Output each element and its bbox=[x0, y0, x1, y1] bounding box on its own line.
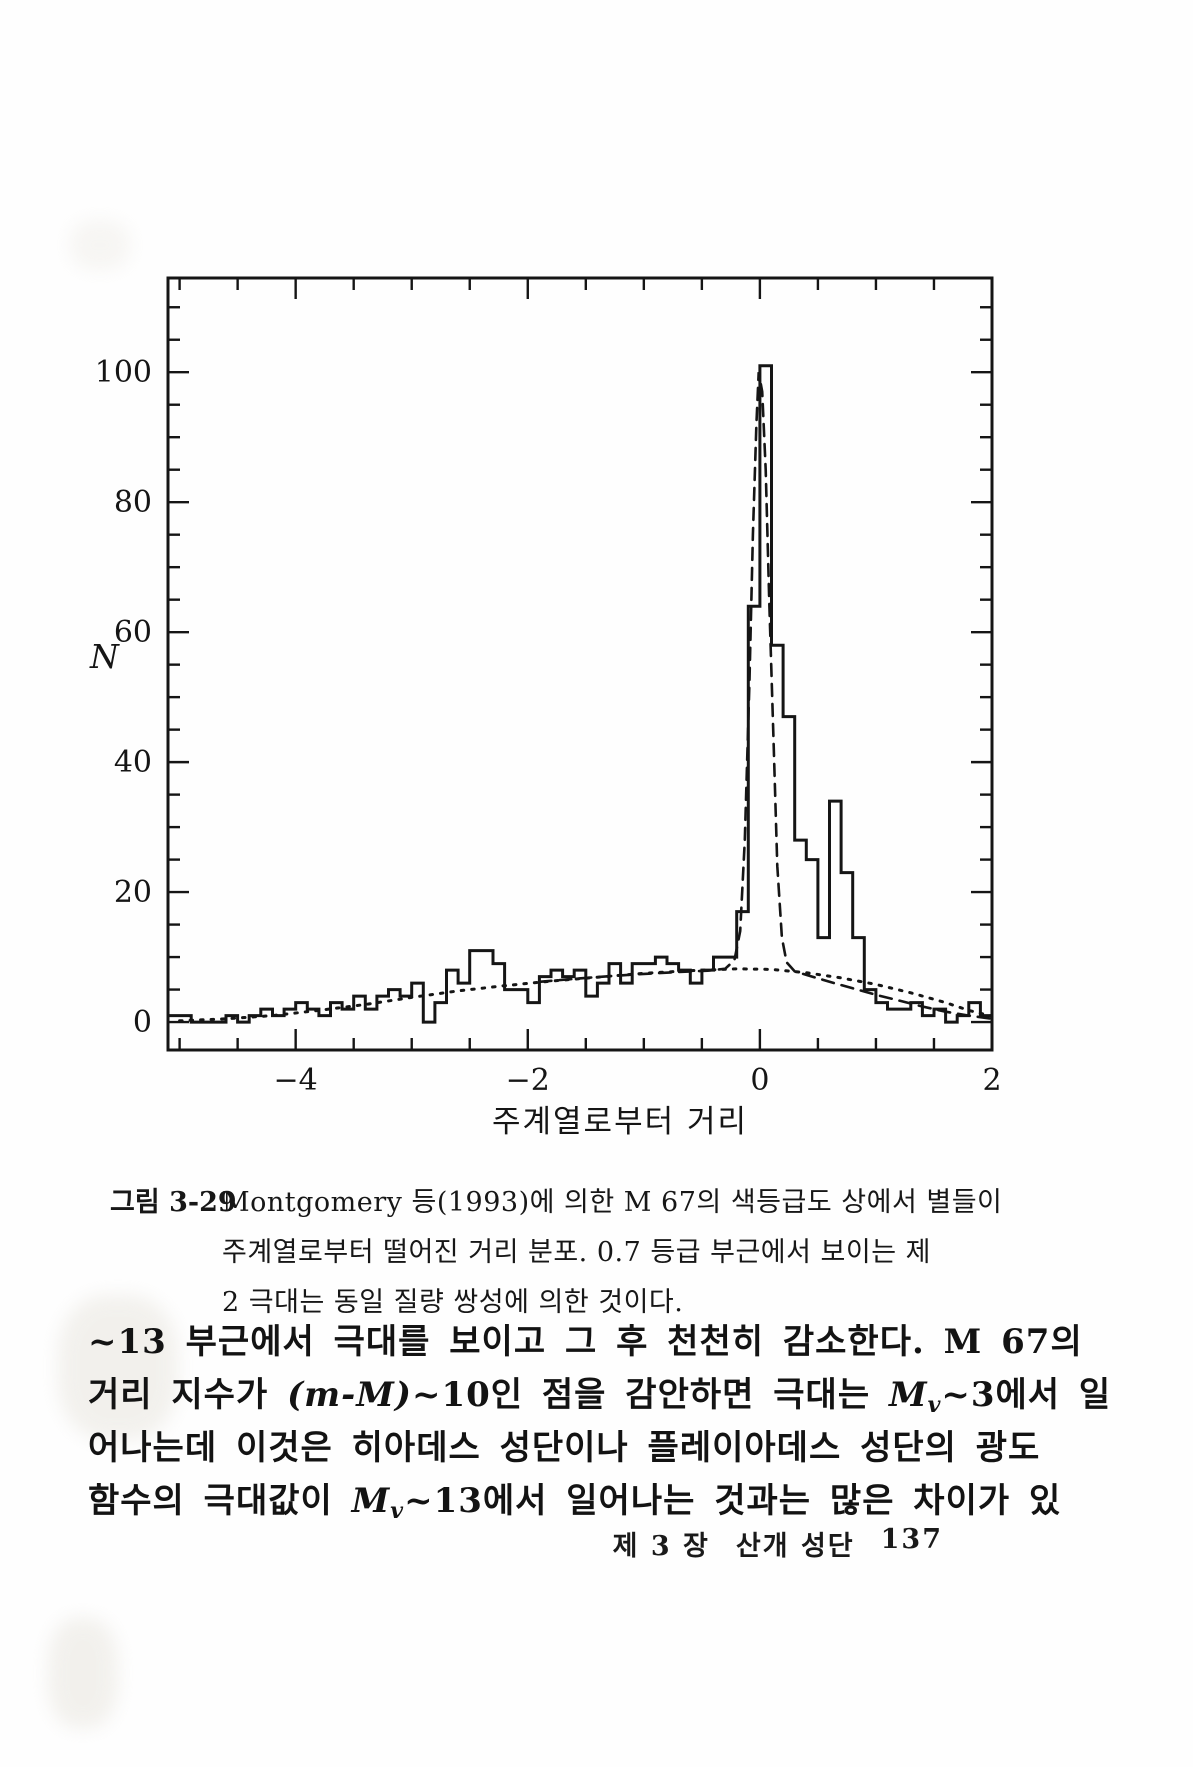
body-text-segment: 함수의 극대값이 bbox=[88, 1481, 352, 1521]
scan-artifact bbox=[70, 220, 130, 270]
y-axis-title: N bbox=[89, 637, 120, 676]
math-subscript: v bbox=[927, 1392, 942, 1418]
body-text-line: 거리 지수가 (m-M)~10인 점을 감안하면 극대는 Mv~3에서 일 bbox=[88, 1367, 1111, 1418]
y-tick-label: 80 bbox=[114, 485, 152, 520]
body-text-segment: ~3에서 일 bbox=[941, 1375, 1112, 1415]
footer-section: 산개 성단 bbox=[735, 1531, 855, 1562]
single-star-background-dotted bbox=[178, 967, 994, 1023]
body-text-line: 어나는데 이것은 히아데스 성단이나 플레이아데스 성단의 광도 bbox=[88, 1428, 1041, 1468]
x-tick-label: −2 bbox=[506, 1063, 550, 1098]
figure-chart: −4 −2 0 2 0 20 40 60 80 100 주계열로부터 거리 N bbox=[60, 250, 1040, 1160]
figure-caption-label: 그림 3-29 bbox=[110, 1187, 237, 1218]
scan-artifact bbox=[58, 1295, 178, 1440]
x-tick-labels: −4 −2 0 2 bbox=[274, 1063, 1002, 1098]
x-axis-title: 주계열로부터 거리 bbox=[492, 1104, 748, 1140]
y-tick-label: 100 bbox=[95, 355, 152, 390]
body-text-segment: ~13에서 일어나는 것과는 많은 차이가 있 bbox=[404, 1481, 1062, 1521]
figure-caption-line: Montgomery 등(1993)에 의한 M 67의 색등급도 상에서 별들… bbox=[222, 1187, 1003, 1218]
footer-page-number: 137 bbox=[880, 1524, 943, 1555]
y-tick-label: 40 bbox=[114, 745, 152, 780]
x-tick-label: 0 bbox=[750, 1063, 769, 1098]
math-absolute-magnitude: M bbox=[351, 1481, 391, 1521]
y-tick-label: 60 bbox=[114, 615, 152, 650]
figure-caption-line: 주계열로부터 떨어진 거리 분포. 0.7 등급 부근에서 보이는 제 bbox=[222, 1237, 932, 1268]
y-tick-label: 20 bbox=[114, 875, 152, 910]
x-tick-label: 2 bbox=[982, 1063, 1001, 1098]
footer-chapter: 제 3 장 bbox=[612, 1531, 710, 1562]
math-distance-modulus: (m-M) bbox=[287, 1375, 412, 1415]
body-text-segment: ~10인 점을 감안하면 극대는 bbox=[411, 1375, 889, 1415]
scan-artifact bbox=[48, 1618, 118, 1728]
page-footer: 제 3 장 산개 성단 137 bbox=[613, 1524, 943, 1563]
plot-frame bbox=[166, 276, 994, 1052]
body-text-line: 함수의 극대값이 Mv~13에서 일어나는 것과는 많은 차이가 있 bbox=[88, 1473, 1061, 1524]
math-absolute-magnitude: M bbox=[888, 1375, 928, 1415]
body-text-segment: 거리 지수가 bbox=[88, 1375, 288, 1415]
x-tick-label: −4 bbox=[274, 1063, 318, 1098]
main-sequence-gaussian-dashed bbox=[538, 371, 994, 1021]
figure-caption-line: 2 극대는 동일 질량 쌍성에 의한 것이다. bbox=[222, 1287, 684, 1318]
histogram-outline bbox=[168, 364, 992, 1024]
y-tick-labels: 0 20 40 60 80 100 bbox=[95, 355, 152, 1040]
axis-ticks bbox=[168, 278, 994, 1050]
math-subscript: v bbox=[390, 1498, 405, 1524]
y-tick-label: 0 bbox=[133, 1005, 152, 1040]
body-text-line: ~13 부근에서 극대를 보이고 그 후 천천히 감소한다. M 67의 bbox=[88, 1322, 1083, 1362]
